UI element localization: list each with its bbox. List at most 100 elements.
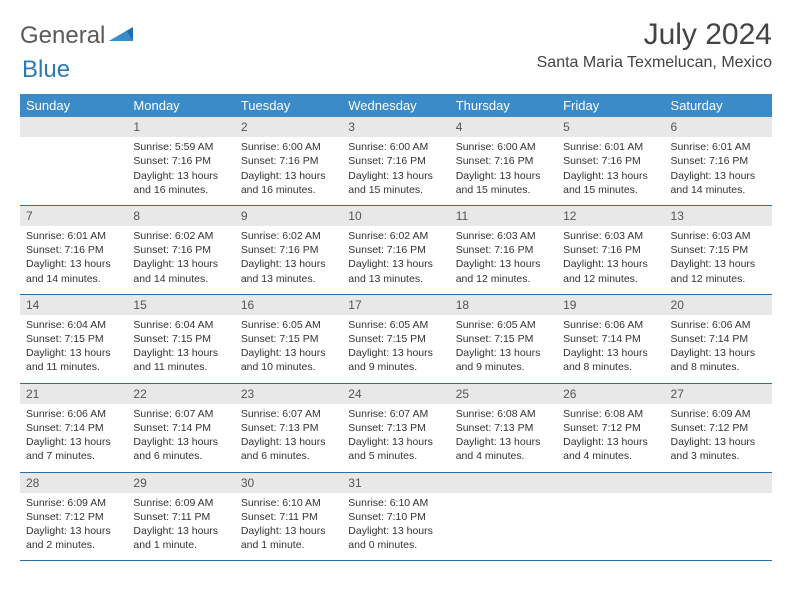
sunset-line: Sunset: 7:16 PM [241,154,336,168]
day-data-cell: Sunrise: 6:10 AMSunset: 7:11 PMDaylight:… [235,493,342,561]
day-data-cell: Sunrise: 6:06 AMSunset: 7:14 PMDaylight:… [20,404,127,472]
sunset-line: Sunset: 7:13 PM [241,421,336,435]
sunset-line: Sunset: 7:16 PM [456,243,551,257]
sunrise-line: Sunrise: 6:07 AM [241,407,336,421]
sunset-line: Sunset: 7:16 PM [241,243,336,257]
sunrise-line: Sunrise: 6:06 AM [563,318,658,332]
sunset-line: Sunset: 7:15 PM [26,332,121,346]
sunrise-line: Sunrise: 6:03 AM [456,229,551,243]
day-data-row: Sunrise: 6:04 AMSunset: 7:15 PMDaylight:… [20,315,772,383]
day-data-cell: Sunrise: 6:06 AMSunset: 7:14 PMDaylight:… [557,315,664,383]
daylight-line: Daylight: 13 hours and 11 minutes. [133,346,228,374]
sunrise-line: Sunrise: 6:10 AM [348,496,443,510]
day-number-cell: 9 [235,205,342,226]
day-data-cell: Sunrise: 6:06 AMSunset: 7:14 PMDaylight:… [665,315,772,383]
sunrise-line: Sunrise: 6:03 AM [671,229,766,243]
day-data-cell: Sunrise: 6:03 AMSunset: 7:16 PMDaylight:… [450,226,557,294]
sunrise-line: Sunrise: 6:02 AM [133,229,228,243]
sunrise-line: Sunrise: 6:09 AM [133,496,228,510]
day-data-cell: Sunrise: 6:09 AMSunset: 7:11 PMDaylight:… [127,493,234,561]
sunrise-line: Sunrise: 6:01 AM [671,140,766,154]
daylight-line: Daylight: 13 hours and 12 minutes. [563,257,658,285]
day-number-row: 14151617181920 [20,294,772,315]
day-data-cell: Sunrise: 6:09 AMSunset: 7:12 PMDaylight:… [20,493,127,561]
day-number-cell: 10 [342,205,449,226]
sunset-line: Sunset: 7:16 PM [133,154,228,168]
sunrise-line: Sunrise: 6:08 AM [456,407,551,421]
day-data-cell [20,137,127,205]
day-number-cell: 18 [450,294,557,315]
sunset-line: Sunset: 7:16 PM [348,154,443,168]
sunset-line: Sunset: 7:13 PM [348,421,443,435]
daylight-line: Daylight: 13 hours and 11 minutes. [26,346,121,374]
day-data-cell: Sunrise: 6:02 AMSunset: 7:16 PMDaylight:… [235,226,342,294]
day-number-cell: 23 [235,383,342,404]
sunset-line: Sunset: 7:12 PM [563,421,658,435]
daylight-line: Daylight: 13 hours and 15 minutes. [348,169,443,197]
day-number-cell: 8 [127,205,234,226]
sunset-line: Sunset: 7:13 PM [456,421,551,435]
day-data-cell: Sunrise: 6:09 AMSunset: 7:12 PMDaylight:… [665,404,772,472]
sunset-line: Sunset: 7:15 PM [133,332,228,346]
day-number-cell: 30 [235,472,342,493]
day-number-cell: 17 [342,294,449,315]
day-number-cell: 5 [557,117,664,137]
sunrise-line: Sunrise: 5:59 AM [133,140,228,154]
day-number-cell: 14 [20,294,127,315]
logo-text-1: General [20,22,105,50]
sunset-line: Sunset: 7:14 PM [671,332,766,346]
day-number-cell: 29 [127,472,234,493]
sunrise-line: Sunrise: 6:02 AM [348,229,443,243]
day-data-cell [557,493,664,561]
sunset-line: Sunset: 7:11 PM [133,510,228,524]
weekday-header: Sunday [20,94,127,117]
sunrise-line: Sunrise: 6:08 AM [563,407,658,421]
day-data-cell: Sunrise: 6:00 AMSunset: 7:16 PMDaylight:… [235,137,342,205]
day-data-cell: Sunrise: 6:01 AMSunset: 7:16 PMDaylight:… [665,137,772,205]
day-number-row: 21222324252627 [20,383,772,404]
weekday-header: Friday [557,94,664,117]
day-number-cell: 3 [342,117,449,137]
sunrise-line: Sunrise: 6:00 AM [456,140,551,154]
daylight-line: Daylight: 13 hours and 4 minutes. [456,435,551,463]
sunrise-line: Sunrise: 6:04 AM [133,318,228,332]
day-number-cell [450,472,557,493]
daylight-line: Daylight: 13 hours and 5 minutes. [348,435,443,463]
sunset-line: Sunset: 7:16 PM [133,243,228,257]
sunset-line: Sunset: 7:14 PM [26,421,121,435]
daylight-line: Daylight: 13 hours and 7 minutes. [26,435,121,463]
sunrise-line: Sunrise: 6:03 AM [563,229,658,243]
day-data-cell: Sunrise: 6:03 AMSunset: 7:15 PMDaylight:… [665,226,772,294]
day-number-cell: 31 [342,472,449,493]
day-data-cell: Sunrise: 5:59 AMSunset: 7:16 PMDaylight:… [127,137,234,205]
day-number-cell: 22 [127,383,234,404]
day-data-cell: Sunrise: 6:00 AMSunset: 7:16 PMDaylight:… [342,137,449,205]
sunrise-line: Sunrise: 6:02 AM [241,229,336,243]
daylight-line: Daylight: 13 hours and 4 minutes. [563,435,658,463]
daylight-line: Daylight: 13 hours and 2 minutes. [26,524,121,552]
day-data-cell: Sunrise: 6:05 AMSunset: 7:15 PMDaylight:… [450,315,557,383]
sunset-line: Sunset: 7:16 PM [26,243,121,257]
day-number-cell: 27 [665,383,772,404]
sunrise-line: Sunrise: 6:07 AM [348,407,443,421]
day-number-cell: 2 [235,117,342,137]
sunset-line: Sunset: 7:16 PM [456,154,551,168]
day-data-cell: Sunrise: 6:07 AMSunset: 7:13 PMDaylight:… [235,404,342,472]
day-data-row: Sunrise: 6:09 AMSunset: 7:12 PMDaylight:… [20,493,772,561]
day-number-cell: 6 [665,117,772,137]
sunrise-line: Sunrise: 6:06 AM [671,318,766,332]
calendar-body: 123456Sunrise: 5:59 AMSunset: 7:16 PMDay… [20,117,772,561]
day-data-cell: Sunrise: 6:01 AMSunset: 7:16 PMDaylight:… [557,137,664,205]
day-number-cell [557,472,664,493]
day-number-cell: 16 [235,294,342,315]
daylight-line: Daylight: 13 hours and 1 minute. [241,524,336,552]
day-number-cell: 7 [20,205,127,226]
day-data-cell: Sunrise: 6:05 AMSunset: 7:15 PMDaylight:… [342,315,449,383]
daylight-line: Daylight: 13 hours and 6 minutes. [241,435,336,463]
daylight-line: Daylight: 13 hours and 9 minutes. [348,346,443,374]
weekday-header: Monday [127,94,234,117]
day-data-cell: Sunrise: 6:07 AMSunset: 7:14 PMDaylight:… [127,404,234,472]
weekday-header: Thursday [450,94,557,117]
sunrise-line: Sunrise: 6:05 AM [348,318,443,332]
day-data-cell: Sunrise: 6:04 AMSunset: 7:15 PMDaylight:… [20,315,127,383]
